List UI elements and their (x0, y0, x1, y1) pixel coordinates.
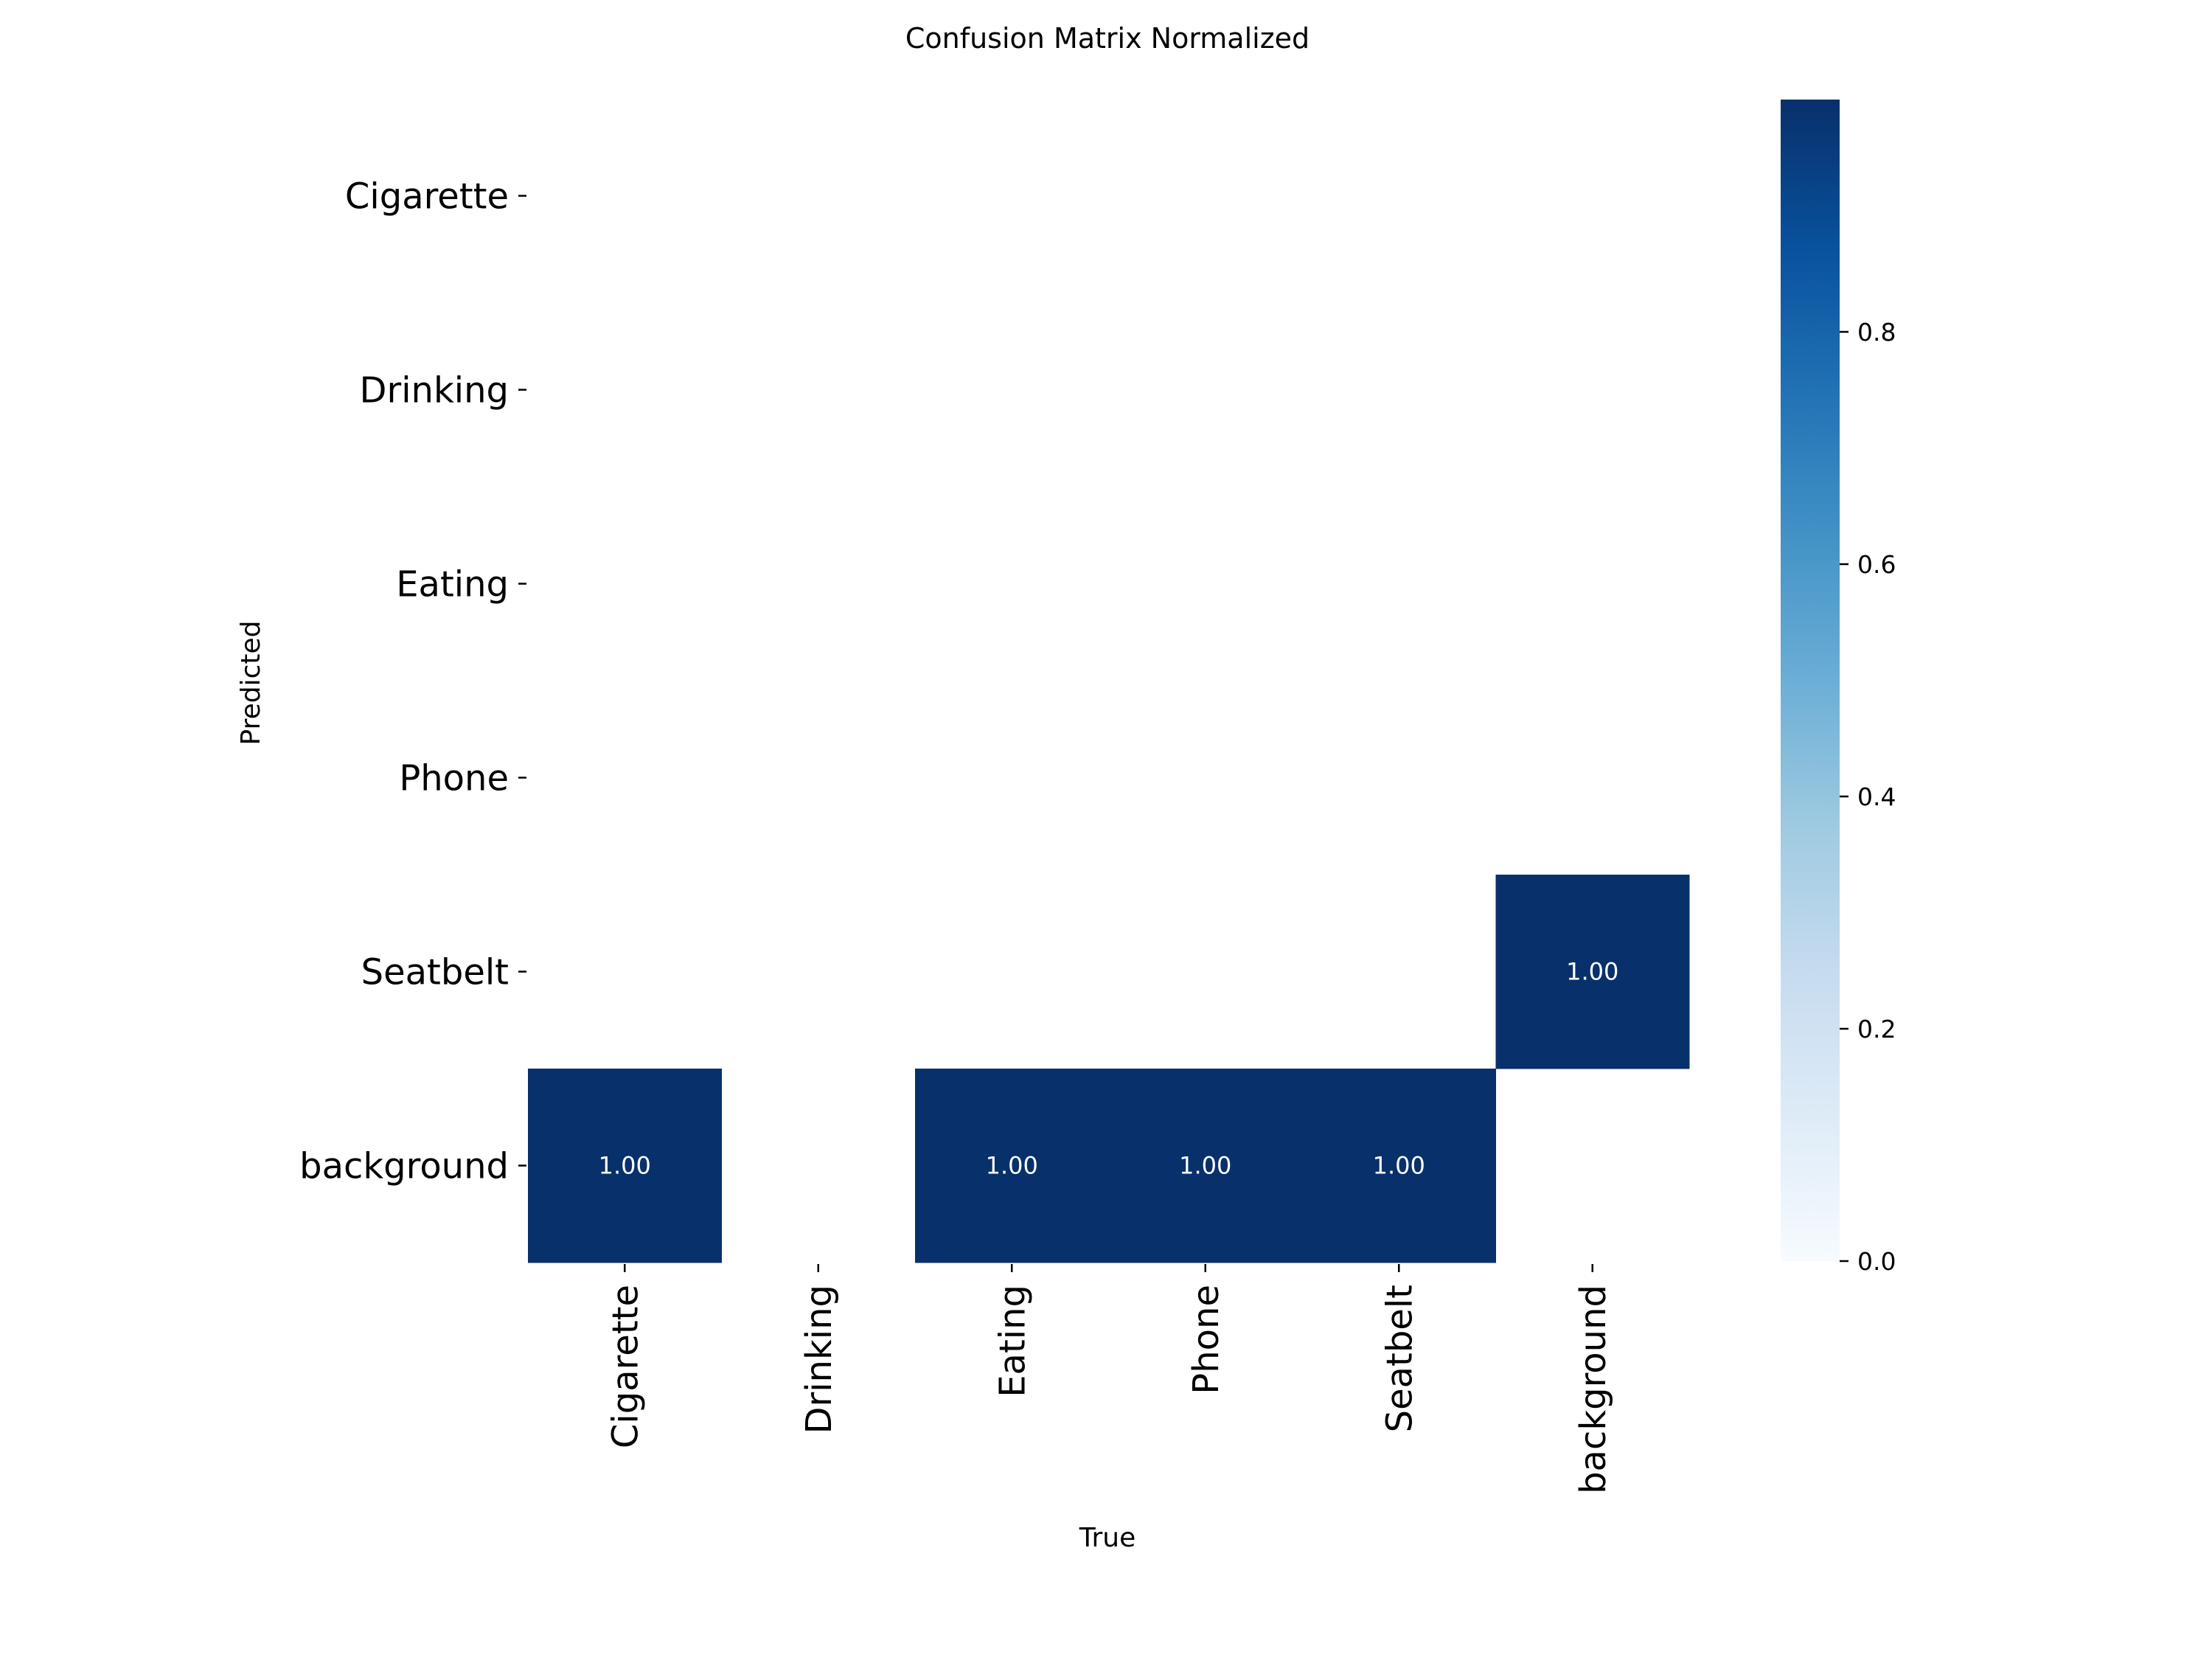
x-tick-label: background (1573, 1285, 1614, 1494)
cell-value-label: 1.00 (1566, 958, 1618, 986)
x-tick-label: Eating (992, 1285, 1033, 1398)
colorbar-tick-label: 0.2 (1857, 1015, 1896, 1044)
y-axis-label: Predicted (236, 621, 266, 746)
cell-value-label: 1.00 (986, 1152, 1038, 1180)
heatmap-cell (528, 1069, 722, 1263)
heatmap-cell-labels: 1.00 1.00 1.00 1.00 1.00 (599, 958, 1619, 1180)
colorbar: 0.0 0.2 0.4 0.6 0.8 (1781, 100, 1896, 1276)
heatmap-cell (915, 1069, 1109, 1263)
x-axis-label: True (1079, 1523, 1135, 1553)
colorbar-tick-label: 0.0 (1857, 1247, 1896, 1276)
colorbar-gradient (1781, 100, 1840, 1261)
y-tick-label: Cigarette (345, 176, 509, 218)
x-axis-ticks: Cigarette Drinking Eating Phone Seatbelt back… (605, 1264, 1614, 1494)
chart-title: Confusion Matrix Normalized (905, 22, 1310, 55)
cell-value-label: 1.00 (1373, 1152, 1425, 1180)
cell-value-label: 1.00 (1179, 1152, 1231, 1180)
colorbar-tick-label: 0.8 (1857, 318, 1896, 347)
x-tick-label: Seatbelt (1379, 1285, 1420, 1432)
colorbar-ticks: 0.0 0.2 0.4 0.6 0.8 (1840, 318, 1896, 1276)
y-tick-label: Eating (396, 564, 509, 605)
cell-value-label: 1.00 (599, 1152, 651, 1180)
x-tick-label: Drinking (799, 1285, 840, 1434)
heatmap-cells (528, 875, 1690, 1263)
x-tick-label: Phone (1186, 1285, 1227, 1395)
colorbar-tick-label: 0.4 (1857, 782, 1896, 811)
y-tick-label: background (299, 1146, 509, 1187)
heatmap-cell (1108, 1069, 1303, 1263)
colorbar-tick-label: 0.6 (1857, 550, 1896, 579)
x-tick-label: Cigarette (605, 1285, 646, 1448)
y-tick-label: Drinking (360, 370, 509, 412)
y-tick-label: Seatbelt (361, 952, 509, 993)
heatmap-cell (1302, 1069, 1496, 1263)
y-tick-label: Phone (399, 758, 509, 799)
heatmap-cell (1495, 875, 1690, 1069)
y-axis-ticks: Cigarette Drinking Eating Phone Seatbelt back… (299, 176, 526, 1187)
